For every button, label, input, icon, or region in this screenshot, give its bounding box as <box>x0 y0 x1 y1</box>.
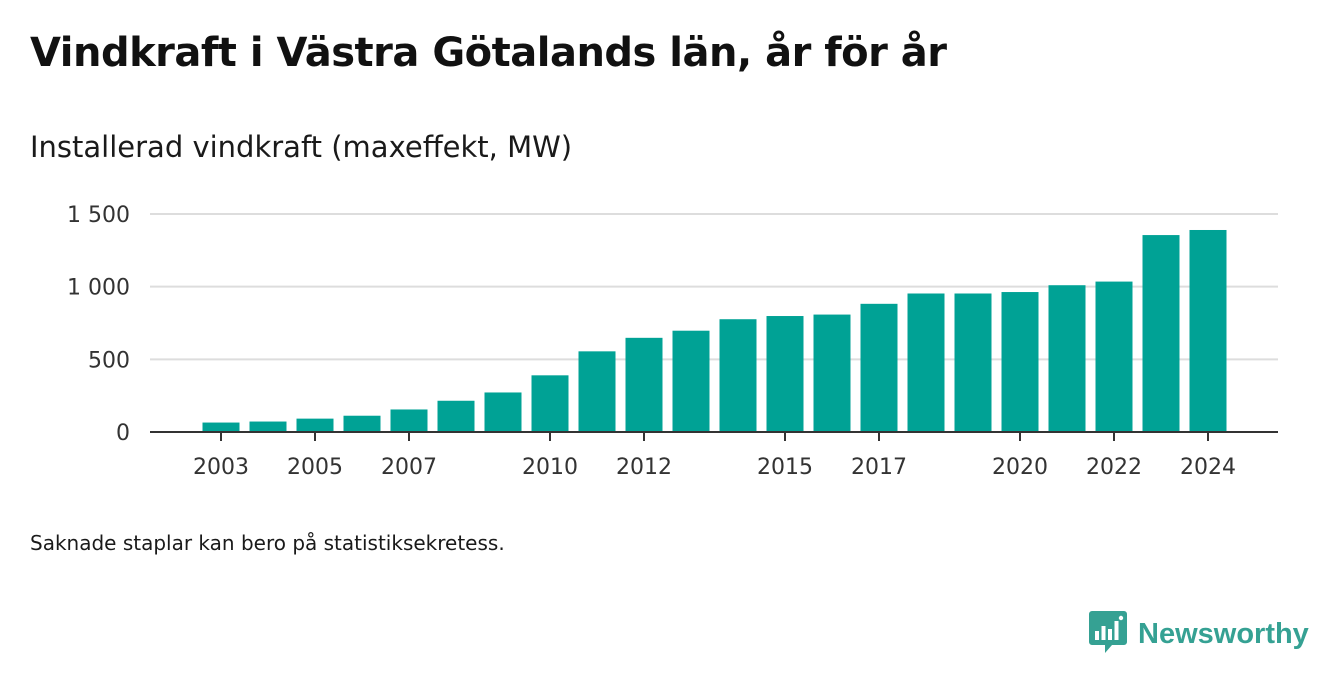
x-tick-label: 2005 <box>287 455 343 480</box>
bar-2008 <box>437 400 475 432</box>
chart-subtitle: Installerad vindkraft (maxeffekt, MW) <box>30 130 573 164</box>
x-tick-label: 2010 <box>522 455 578 480</box>
bar-chart: 0 500 1 000 1 500 2003 2005 2007 2010 2012 2015 20… <box>67 203 1278 480</box>
bar-2014 <box>719 319 757 432</box>
newsworthy-logo-icon <box>1088 609 1128 659</box>
y-tick-label: 500 <box>88 348 130 373</box>
bar-2011 <box>578 351 616 432</box>
footnote: Saknade staplar kan bero på statistiksek… <box>30 531 505 555</box>
x-tick-label: 2017 <box>851 455 907 480</box>
chart-title: Vindkraft i Västra Götalands län, år för… <box>30 30 947 76</box>
bar-2024 <box>1189 229 1227 432</box>
bar-2009 <box>484 392 522 432</box>
bars <box>202 229 1227 432</box>
x-tick-label: 2020 <box>992 455 1048 480</box>
bar-2022 <box>1095 281 1133 432</box>
x-tick-label: 2015 <box>757 455 813 480</box>
bar-2004 <box>249 421 287 432</box>
x-tick-label: 2007 <box>381 455 437 480</box>
y-tick-label: 1 500 <box>67 203 130 228</box>
bar-2017 <box>860 303 898 432</box>
bar-2007 <box>390 409 428 432</box>
x-tick-label: 2012 <box>616 455 672 480</box>
bar-2018 <box>907 293 945 432</box>
x-tick-label: 2024 <box>1180 455 1236 480</box>
bar-2019 <box>954 293 992 432</box>
bar-2021 <box>1048 285 1086 432</box>
brand-logo[interactable]: Newsworthy <box>1088 611 1309 657</box>
gridlines <box>150 213 1278 361</box>
tick-labels: 0 500 1 000 1 500 2003 2005 2007 2010 2012 2015 20… <box>67 203 1236 480</box>
bar-2006 <box>343 415 381 432</box>
bar-2016 <box>813 314 851 432</box>
x-tick-label: 2003 <box>193 455 249 480</box>
bar-2023 <box>1142 235 1180 432</box>
bar-2013 <box>672 330 710 432</box>
bar-2010 <box>531 375 569 432</box>
bar-2020 <box>1001 292 1039 432</box>
y-tick-label: 1 000 <box>67 276 130 301</box>
bar-2005 <box>296 418 334 432</box>
bar-2015 <box>766 316 804 432</box>
axes <box>150 431 1278 441</box>
bar-2003 <box>202 422 240 432</box>
brand-name: Newsworthy <box>1138 617 1309 650</box>
y-tick-label: 0 <box>116 421 130 446</box>
x-tick-label: 2022 <box>1086 455 1142 480</box>
bar-2012 <box>625 337 663 432</box>
